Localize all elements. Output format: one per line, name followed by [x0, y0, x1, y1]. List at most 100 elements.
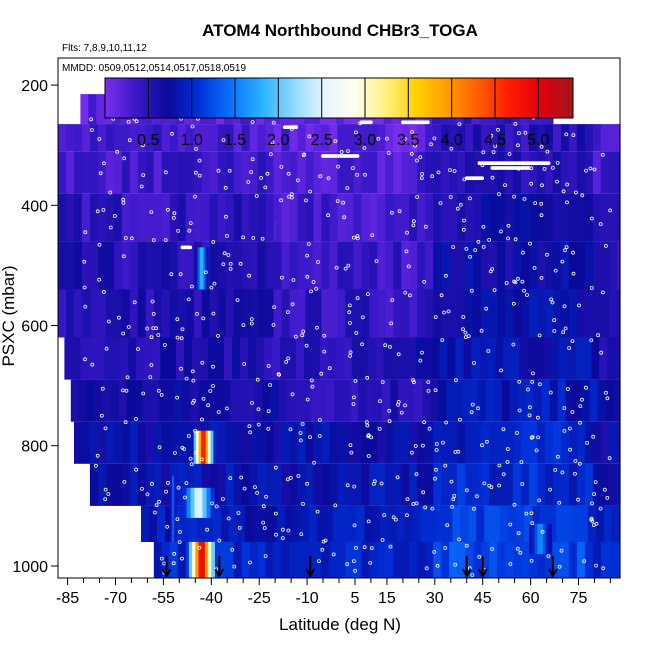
hotspot-cell: [190, 487, 195, 518]
heat-cell: [104, 337, 113, 380]
heat-cell: [393, 541, 402, 578]
colorbar-segment: [303, 78, 308, 118]
heat-cell: [361, 151, 370, 194]
hotspot-cell: [205, 430, 209, 464]
colorbar-segment: [511, 78, 515, 118]
sample-point: [409, 450, 414, 455]
heat-cell: [180, 505, 190, 542]
heat-cell: [584, 541, 594, 578]
hotspot-cell: [172, 475, 174, 542]
heat-cell: [521, 124, 530, 152]
heat-cell: [441, 124, 450, 152]
sample-point: [477, 554, 482, 559]
colorbar-segment: [265, 78, 270, 118]
heat-cell: [545, 124, 554, 152]
heat-cell: [351, 337, 361, 380]
heat-cell: [417, 463, 426, 506]
heat-cell: [313, 241, 323, 290]
colorbar-segment: [192, 78, 197, 118]
sample-point: [237, 526, 242, 530]
heat-cell: [608, 241, 618, 290]
sample-point: [346, 149, 350, 154]
sample-point: [242, 486, 247, 491]
heat-cell: [321, 463, 330, 506]
heat-cell: [88, 94, 97, 125]
sample-point: [226, 253, 231, 257]
sample-point: [141, 391, 146, 396]
heat-cell: [313, 151, 323, 194]
colorbar-segment: [157, 78, 161, 118]
heat-cell: [616, 421, 621, 464]
heat-cell: [169, 193, 179, 242]
heat-cell: [576, 421, 586, 464]
heat-cell: [66, 289, 75, 338]
sample-point: [577, 461, 582, 466]
x-tick-label: -25: [248, 590, 271, 607]
sample-point: [216, 333, 220, 338]
heat-cell: [342, 379, 351, 422]
heat-cell: [417, 124, 426, 152]
sample-point: [97, 277, 101, 282]
sample-point: [539, 144, 544, 149]
sample-point: [266, 409, 271, 414]
heat-cell: [289, 289, 299, 338]
colorbar-segment: [461, 78, 466, 118]
sample-point: [549, 297, 554, 302]
heat-cell: [193, 124, 203, 152]
sample-point: [263, 185, 268, 190]
heat-cell: [616, 151, 621, 194]
heat-cell: [548, 505, 557, 542]
sample-point: [132, 300, 137, 305]
colorbar-segment: [514, 78, 518, 118]
heat-cell: [513, 289, 522, 338]
sample-point: [582, 559, 587, 564]
chart-title: ATOM4 Northbound CHBr3_TOGA: [202, 21, 478, 40]
sample-point: [220, 497, 225, 501]
heat-cell: [58, 241, 67, 290]
sample-point: [316, 559, 321, 563]
heat-cell: [390, 379, 399, 422]
sample-point: [429, 142, 433, 147]
colorbar-segment: [476, 78, 480, 118]
sample-point: [576, 497, 580, 502]
dates-label: MMDD: 0509,0512,0514,0517,0518,0519: [62, 63, 246, 74]
heat-cell: [503, 337, 512, 380]
sample-point: [192, 398, 197, 403]
heat-cell: [608, 421, 618, 464]
heat-cell: [145, 421, 155, 464]
heat-cell: [497, 124, 506, 152]
sample-point: [348, 350, 353, 355]
sample-point: [589, 338, 594, 343]
heat-cell: [169, 289, 179, 338]
sample-point: [83, 304, 88, 309]
heat-cell: [281, 463, 291, 506]
colorbar-segment: [546, 78, 550, 118]
colorbar-segment: [473, 78, 477, 118]
heat-cell: [361, 421, 370, 464]
heat-cell: [225, 463, 235, 506]
sample-point: [464, 488, 469, 493]
heat-cell: [513, 541, 522, 578]
heat-cell: [393, 421, 402, 464]
sample-point: [551, 165, 555, 170]
heat-cell: [89, 151, 99, 194]
hotspot-cell: [198, 247, 201, 290]
heat-cell: [206, 379, 216, 422]
sample-point: [178, 272, 183, 277]
heat-cell: [136, 337, 145, 380]
sample-point: [503, 183, 507, 188]
sample-point: [497, 483, 502, 488]
sample-point: [311, 280, 316, 284]
sample-point: [427, 426, 432, 431]
heat-cell: [568, 541, 578, 578]
heat-cell: [113, 124, 123, 152]
sample-point: [506, 236, 511, 241]
colorbar-segment: [116, 78, 121, 118]
heat-cell: [552, 124, 562, 152]
hotspot-cell: [531, 523, 536, 554]
heat-cell: [289, 193, 299, 242]
heat-cell: [420, 505, 429, 542]
sample-point: [254, 194, 259, 198]
sample-point: [176, 228, 181, 233]
heat-cell: [321, 151, 330, 194]
